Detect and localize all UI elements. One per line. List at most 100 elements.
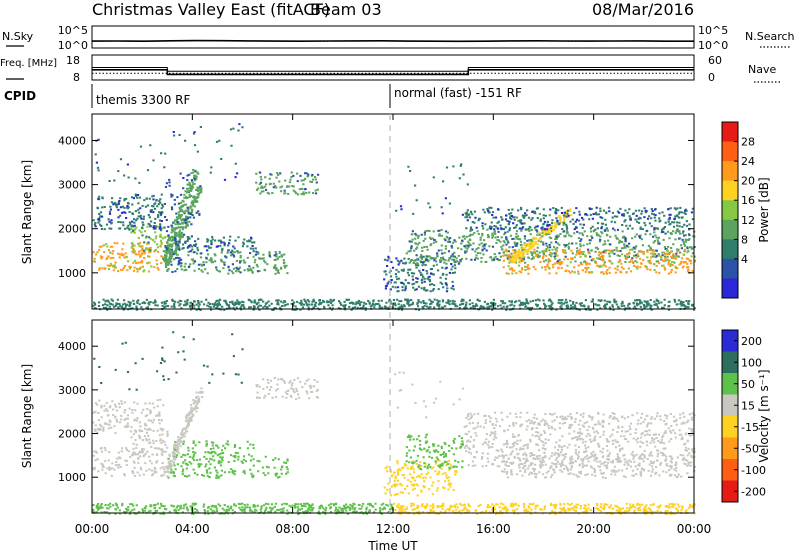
nsky-label: N.Sky — [2, 30, 34, 43]
freq-tick-bottom: 8 — [73, 71, 80, 84]
power-feature-floor-16 — [92, 298, 696, 311]
power-cells-1 — [130, 224, 170, 253]
power-feature-band-2 — [167, 250, 289, 275]
freq-series-freq — [92, 69, 694, 76]
power-feature-streak-5 — [162, 168, 200, 263]
power-colorbar-frame — [721, 121, 739, 299]
cpid-label: CPID — [4, 89, 36, 103]
xtick-label-1: 04:00 — [175, 522, 210, 536]
velocity-feature-scatter-7 — [93, 331, 244, 391]
frequency-panel: Freq. [MHz] 18 8 60 0 Nave — [0, 54, 780, 84]
power-cells-6 — [255, 171, 319, 196]
velocity-colorbar-tick-label-7: -200 — [741, 485, 766, 498]
power-feature-band-7 — [92, 193, 165, 231]
velocity-panel: 1000 2000 3000 4000 Slant Range [km] 200 100… — [20, 319, 771, 515]
time-axis: 00:00 04:00 08:00 12:00 16:00 20:00 00:00 — [75, 114, 712, 536]
power-feature-band-12 — [502, 248, 696, 275]
power-feature-band-1 — [130, 224, 170, 253]
power-feature-band-0 — [92, 242, 165, 273]
velocity-colorbar-swatch-0 — [722, 330, 738, 352]
velocity-colorbar-frame — [721, 329, 739, 503]
velocity-cells-4 — [162, 387, 204, 478]
velocity-colorbar-swatch-7 — [722, 480, 738, 503]
power-cells-2 — [167, 250, 289, 275]
power-colorbar-tick-label-3: 16 — [741, 194, 755, 207]
velocity-feature-band-8 — [383, 459, 458, 497]
power-speckle-4 — [164, 184, 202, 264]
power-ytick-label-0: 1000 — [58, 267, 86, 280]
velocity-colorbar-swatch-3 — [722, 394, 738, 417]
power-colorbar-swatch-2 — [722, 161, 738, 182]
freq-series-nave-upper — [92, 67, 694, 72]
power-colorbar-swatch-1 — [722, 141, 738, 162]
nave-tick-top: 60 — [708, 54, 722, 67]
velocity-ytick-label-1: 2000 — [58, 428, 86, 441]
power-cells-0 — [92, 242, 165, 273]
power-colorbar-label: Power [dB] — [757, 177, 771, 242]
velocity-colorbar-swatch-6 — [722, 459, 738, 481]
power-speckle-13 — [512, 212, 571, 261]
power-speckle-7 — [94, 194, 163, 230]
power-cells-16 — [92, 298, 696, 311]
power-colorbar-swatch-0 — [722, 122, 738, 143]
power-colorbar-swatch-7 — [722, 258, 738, 279]
velocity-cells-11 — [500, 453, 696, 479]
velocity-ytick-label-3: 4000 — [58, 340, 86, 353]
power-colorbar-swatch-5 — [722, 219, 738, 240]
power-ytick-label-3: 4000 — [58, 134, 86, 147]
velocity-colorbar-swatch-2 — [722, 373, 738, 395]
power-panel: 1000 2000 3000 4000 Slant Range [km] 28 24 20… — [20, 113, 771, 311]
velocity-colorbar-label: Velocity [m s⁻¹] — [757, 369, 771, 462]
freq-tick-top: 18 — [66, 54, 80, 67]
velocity-feature-scatter-13 — [394, 371, 471, 421]
cpid-entry-themis: themis 3300 RF — [96, 93, 190, 107]
velocity-feature-band-6 — [92, 398, 165, 435]
velocity-cells-9 — [405, 433, 464, 471]
velocity-cells-0 — [92, 446, 165, 477]
velocity-cells-14 — [92, 502, 395, 515]
velocity-cells-5 — [255, 377, 319, 401]
velocity-cells-1 — [130, 429, 169, 458]
power-colorbar-swatch-6 — [722, 239, 738, 260]
xtick-label-6: 00:00 — [677, 522, 712, 536]
power-feature-streak-13 — [510, 208, 573, 264]
power-cells-3 — [173, 235, 257, 253]
power-speckle-10 — [408, 229, 464, 265]
velocity-cells-2 — [167, 455, 289, 479]
velocity-cells-15 — [393, 502, 696, 515]
velocity-feature-streak-4 — [162, 387, 204, 478]
cpid-panel: CPID themis 3300 RF normal (fast) -151 R… — [4, 84, 522, 108]
velocity-colorbar-swatch-1 — [722, 351, 738, 374]
power-speckle-5 — [163, 172, 197, 262]
power-ytick-label-1: 2000 — [58, 223, 86, 236]
power-speckle-15 — [399, 197, 464, 216]
velocity-cells-7 — [93, 331, 244, 391]
power-cells-4 — [164, 186, 203, 272]
power-speckle-8 — [95, 123, 241, 181]
power-colorbar-tick-label-0: 28 — [741, 136, 755, 149]
velocity-feature-band-10 — [463, 433, 696, 468]
xtick-label-2: 08:00 — [275, 522, 310, 536]
power-colorbar-swatch-8 — [722, 278, 738, 299]
noise-right-tick-bottom: 10^0 — [698, 39, 728, 52]
velocity-colorbar-tick-label-6: -100 — [741, 464, 766, 477]
power-speckle-0 — [93, 243, 159, 273]
nave-tick-bottom: 0 — [708, 71, 715, 84]
velocity-cells-8 — [383, 459, 458, 497]
power-feature-streak-4 — [164, 184, 203, 272]
power-cells-12 — [502, 248, 696, 275]
velocity-feature-band-2 — [167, 455, 289, 479]
power-feature-band-3 — [173, 235, 257, 253]
velocity-cells-12 — [463, 411, 696, 436]
power-feature-band-10 — [405, 228, 466, 266]
xtick-label-0: 00:00 — [75, 522, 110, 536]
velocity-colorbar-tick-label-0: 200 — [741, 335, 762, 348]
power-colorbar-tick-label-6: 4 — [741, 253, 748, 266]
velocity-feature-floor-15 — [393, 502, 696, 515]
velocity-cells-10 — [463, 433, 696, 468]
power-speckle-9 — [383, 255, 455, 293]
noise-right-tick-top: 10^5 — [698, 24, 728, 37]
power-cells-7 — [92, 193, 165, 231]
power-colorbar-swatch-3 — [722, 180, 738, 201]
velocity-colorbar-tick-label-4: -15 — [741, 421, 759, 434]
